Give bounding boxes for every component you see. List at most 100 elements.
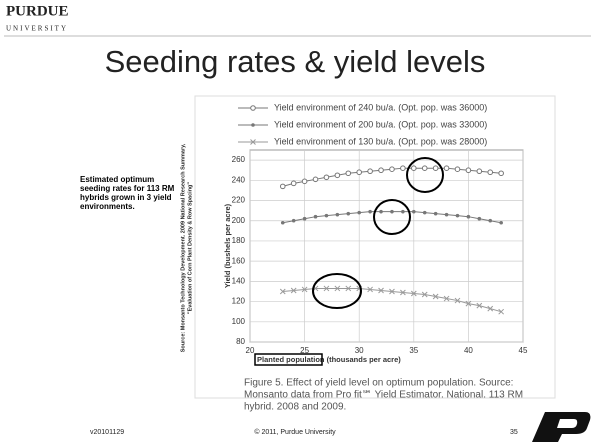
point — [367, 286, 373, 293]
slide-title: Seeding rates & yield levels — [105, 44, 486, 79]
point — [301, 286, 308, 293]
point — [432, 165, 439, 171]
point — [335, 212, 340, 217]
point — [334, 172, 341, 179]
point — [313, 214, 318, 219]
y-tick-label: 100 — [232, 317, 246, 326]
x-tick-label: 40 — [464, 346, 473, 355]
point — [324, 213, 329, 218]
y-tick-label: 200 — [232, 216, 246, 225]
point — [443, 295, 450, 302]
highlight-circle — [312, 273, 362, 309]
point — [378, 167, 384, 174]
point — [379, 209, 383, 214]
point — [356, 169, 363, 176]
y-tick-label: 80 — [236, 337, 245, 346]
point — [401, 209, 405, 214]
point — [390, 209, 394, 214]
x-axis-label: Planted population (thousands per acre) — [257, 355, 401, 364]
y-tick-label: 140 — [232, 276, 246, 285]
point — [498, 308, 505, 315]
footer-copyright: © 2011, Purdue University — [254, 428, 336, 436]
point — [301, 178, 308, 185]
point — [411, 165, 417, 171]
point — [465, 167, 472, 174]
point — [312, 176, 319, 183]
point — [412, 209, 416, 214]
point — [345, 285, 352, 292]
point — [477, 216, 482, 221]
point — [279, 183, 286, 190]
highlight-circle — [373, 199, 411, 235]
point — [323, 285, 330, 292]
point — [432, 293, 439, 300]
point — [443, 165, 450, 171]
y-tick-label: 260 — [232, 155, 246, 164]
legend-label: Yield environment of 240 bu/a. (Opt. pop… — [274, 102, 487, 112]
point — [487, 169, 494, 176]
point — [400, 165, 406, 171]
y-tick-label: 180 — [232, 236, 246, 245]
point — [251, 123, 255, 127]
figure-caption: hybrid. 2008 and 2009. — [244, 402, 346, 413]
point — [279, 288, 286, 295]
source-note: "Evaluation of Corn Plant Density & Row … — [187, 182, 193, 314]
legend-label: Yield environment of 130 bu/a. (Opt. pop… — [274, 136, 487, 146]
highlight-circle — [406, 157, 444, 193]
point — [250, 105, 256, 111]
y-tick-label: 160 — [232, 256, 246, 265]
point — [367, 168, 373, 175]
legend-label: Yield environment of 200 bu/a. (Opt. pop… — [274, 119, 487, 129]
point — [476, 168, 483, 175]
side-note: seeding rates for 113 RM — [80, 184, 175, 193]
point — [400, 289, 406, 296]
point — [378, 287, 384, 294]
purdue-p-logo — [532, 412, 591, 442]
point — [444, 212, 449, 217]
label-box — [254, 353, 323, 366]
point — [466, 214, 471, 219]
point — [389, 288, 395, 295]
point — [410, 290, 417, 297]
point — [250, 139, 256, 145]
point — [280, 220, 285, 225]
point — [290, 180, 297, 187]
y-tick-label: 220 — [232, 196, 246, 205]
y-tick-label: 240 — [232, 175, 246, 184]
point — [454, 297, 461, 304]
point — [323, 174, 330, 181]
point — [368, 209, 372, 214]
point — [357, 210, 362, 215]
x-tick-label: 20 — [246, 346, 255, 355]
figure-caption: Figure 5. Effect of yield level on optim… — [244, 378, 513, 389]
point — [345, 170, 352, 177]
side-note: environments. — [80, 202, 135, 211]
x-tick-label: 25 — [300, 346, 309, 355]
point — [389, 166, 395, 172]
y-axis-label: Yield (bushels per acre) — [223, 203, 232, 288]
point — [290, 287, 297, 294]
point — [498, 170, 504, 177]
point — [433, 211, 438, 216]
x-tick-label: 45 — [519, 346, 528, 355]
point — [421, 291, 428, 298]
x-tick-label: 30 — [355, 346, 364, 355]
point — [488, 218, 493, 223]
source-note: Source: Monsanto Technology Development.… — [180, 143, 186, 352]
point — [334, 285, 341, 292]
point — [499, 220, 503, 225]
side-note: Estimated optimum — [80, 175, 154, 184]
figure-caption: Monsanto data from Pro fit℠ Yield Estima… — [244, 390, 523, 401]
point — [302, 216, 307, 221]
footer-version: v20101129 — [90, 429, 124, 436]
logo-name: PURDUE — [6, 3, 69, 19]
point — [291, 218, 296, 223]
point — [487, 305, 494, 312]
point — [465, 300, 472, 307]
point — [455, 213, 460, 218]
logo-sub: UNIVERSITY — [6, 25, 68, 33]
point — [476, 302, 483, 309]
y-tick-label: 120 — [232, 297, 246, 306]
footer-page: 35 — [510, 429, 518, 436]
